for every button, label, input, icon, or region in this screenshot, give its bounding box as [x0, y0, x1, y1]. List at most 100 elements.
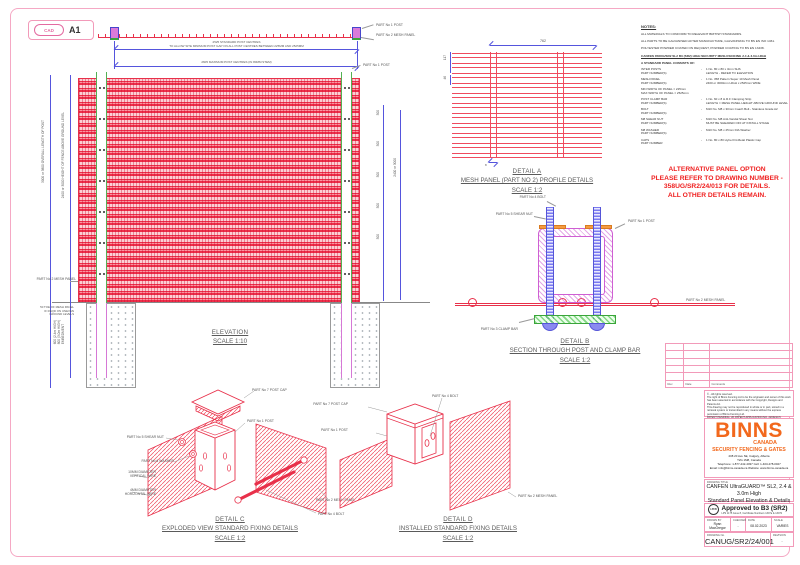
parts-list-row: MIN WIDTH OF PANEL = 225mm MAX WIDTH OF …: [641, 87, 793, 96]
drawing-title: CANFEN UltraGUARD™ SL2, 2.4 & 3.0m High …: [706, 484, 792, 505]
part-label: CAPS PART NUMBER: [641, 137, 663, 146]
plan-post-left: [110, 27, 119, 40]
alternative-panel-warning: ALTERNATIVE PANEL OPTION PLEASE REFER TO…: [651, 166, 783, 200]
detail-d-subtitle: INSTALLED STANDARD FIXING DETAILS: [399, 525, 517, 533]
drawing-number-row: DRAWING No. CANUG/SR2/24/001 REVISION -: [704, 532, 794, 547]
detail-a-dim-wire: 8: [485, 163, 487, 167]
part-desc: M10 No. M8 Anti-Vandal Shear Nut MUST BE…: [706, 117, 770, 126]
revision-row: [666, 357, 792, 365]
elevation-toe-note: 50 TOE OF MESH PANEL IF REQD ON UNEVEN G…: [40, 305, 74, 317]
elevation-dim-embed: 600 (2.4m HIGH) 800 (3.0m HIGH) EMBEDMEN…: [53, 320, 65, 345]
detail-d-cap-label: PART No 7 POST CAP: [313, 402, 348, 406]
parts-list-row: INTER POSTS PART NUMBER(S) -1 No. 80 x 80…: [641, 67, 793, 76]
detail-b-bolt: [546, 207, 554, 325]
foundation-left: [86, 303, 136, 388]
detail-b-post-label: PART No 1 POST: [628, 219, 655, 223]
notes-consists-heading: A STANDARD PANEL CONSISTS OF:: [641, 60, 696, 65]
date-cell: DATE 08.02.2023: [746, 518, 772, 531]
elevation-dim-spacing: 300: [376, 172, 380, 178]
detail-c-title: DETAIL C: [215, 516, 245, 523]
detail-d-title: DETAIL D: [443, 516, 473, 523]
company-block: BINNS CANADA SECURITY FENCING & GATES 20…: [704, 418, 794, 478]
checked-label: CHECKED: [733, 519, 747, 522]
part-label: POST CLAMP BAR PART NUMBER(S): [641, 97, 668, 106]
plan-mesh-line: [98, 37, 360, 38]
drawn-by-value: Ryan MacGregor: [709, 521, 726, 530]
detail-c-drawing: [131, 389, 329, 517]
approval-text: Approved to B3 (SR2): [721, 504, 788, 512]
part-label: BOLT PART NUMBER(S): [641, 107, 667, 116]
revision-col-comments: Comments: [711, 381, 726, 386]
elevation-clamp-bar-left: [96, 72, 107, 303]
revision-row: [666, 372, 792, 380]
plan-post-right: [352, 27, 361, 40]
elevation-dim-spacing: 300: [376, 234, 380, 240]
dim-line: [115, 66, 358, 67]
dim-line: [383, 105, 384, 301]
company-logo: BINNS: [715, 419, 783, 442]
detail-c-horizontal-wire-label: 4MM DIAMETER HORIZONTAL WIRE: [124, 488, 156, 497]
scale-label: SCALE: [774, 519, 783, 522]
part-dash: -: [701, 127, 702, 132]
dim-line: [450, 52, 451, 73]
part-dash: -: [701, 77, 702, 82]
part-label: MIN WIDTH OF PANEL = 225mm MAX WIDTH OF …: [641, 87, 689, 95]
plan-mesh-ticks: [98, 34, 360, 37]
elevation-title: ELEVATION: [211, 329, 249, 336]
drawn-by-cell: DRAWN BY Ryan MacGregor: [705, 518, 731, 531]
revision-header-row: Rev Date Comments: [666, 379, 792, 387]
dim-line: [70, 75, 71, 303]
detail-a-vertical-wire: [563, 52, 564, 158]
detail-a-dim-h2: 46: [443, 76, 447, 80]
detail-b-title: DETAIL B: [560, 338, 590, 345]
detail-d-title-block: DETAIL D INSTALLED STANDARD FIXING DETAI…: [378, 515, 538, 543]
company-tagline: SECURITY FENCING & GATES: [712, 446, 786, 453]
detail-b-subtitle: SECTION THROUGH POST AND CLAMP BAR: [509, 347, 641, 355]
sheet-border: [10, 8, 790, 557]
elevation-post-embedded-left: [96, 303, 107, 378]
revision-label: REVISION: [773, 534, 786, 537]
parts-list-row: M8 WASHER PART NUMBER(S) - M10 No. M8 x 25…: [641, 127, 793, 137]
parts-list-row: POST CLAMP BAR PART NUMBER(S) -1 No. 60 x…: [641, 98, 793, 106]
detail-b-mesh-label: PART No 2 MESH PANEL: [686, 298, 726, 302]
notes-heading: NOTES:: [641, 24, 657, 29]
detail-b-shear-nut-label: PART No 5 SHEAR NUT: [495, 212, 533, 216]
revision-row: [666, 344, 792, 351]
foundation-right: [330, 303, 380, 388]
elevation-clamp-bar-right: [341, 72, 352, 303]
scale-cell: SCALE VARIES: [772, 518, 793, 531]
dim-line: [400, 110, 401, 300]
detail-a-scale: SCALE 1:2: [511, 186, 543, 194]
detail-b-wire-ring: [650, 298, 659, 307]
part-desc: [706, 88, 793, 96]
part-dash: -: [701, 67, 702, 71]
elevation-post-embedded-right: [341, 303, 352, 378]
part-label: MESH PANEL PART NUMBER(S): [641, 77, 667, 85]
detail-b-clamp-label: PART No 3 CLAMP BAR: [480, 327, 518, 331]
detail-a-wire-profile: [452, 52, 602, 158]
detail-a-title-block: DETAIL A MESH PANEL (PART NO 2) PROFILE …: [447, 167, 607, 195]
parts-list-row: MESH PANEL PART NUMBER(S) -1 No. 358 Patt…: [641, 77, 793, 86]
revision-row: [666, 364, 792, 373]
date-value: 08.02.2023: [750, 523, 767, 528]
revision-col-date: Date: [684, 380, 710, 387]
leader-line: [70, 281, 78, 282]
drawing-title-label: DRAWING TITLE: [707, 481, 728, 484]
notes-para: POLYESTER POWDER COATED ON REQUEST, POWD…: [641, 46, 765, 51]
detail-c-subtitle: EXPLODED VIEW STANDARD FIXING DETAILS: [162, 525, 298, 533]
date-label: DATE: [748, 519, 755, 522]
notes-panel: NOTES: ALL MATERIALS TO CONFORM TO RELEV…: [641, 24, 793, 149]
part-desc: 1 No. 60 x 8 H.R.F Clamping Strip LENGTH…: [706, 97, 789, 106]
lpcb-logo: LPCB: [708, 504, 719, 516]
part-label: INTER POSTS PART NUMBER(S): [641, 67, 667, 75]
detail-c-post-label: PART No 1 POST: [247, 419, 274, 423]
elevation-title-block: ELEVATION SCALE 1:10: [185, 328, 275, 347]
approval-block: LPCB Approved to B3 (SR2) LPS 1175 Issue…: [704, 503, 794, 517]
part-desc: 1 No. 80 x 80 x 3mm SHS LENGTH - REFER T…: [706, 67, 754, 75]
elevation-post-label: PART No 1 POST: [363, 63, 390, 67]
detail-c-bolt-label: PART No 4 BOLT: [318, 512, 345, 516]
plan-dim-standard: 2525 STANDARD POST CENTRES TO ALLOW SITE…: [169, 40, 304, 48]
revision-col-rev: Rev: [666, 380, 684, 387]
plan-dim-max: 2605 MAXIMUM POST CENTRES (IN 80MM STEM): [201, 60, 272, 64]
detail-a-vertical-wire: [496, 52, 497, 158]
